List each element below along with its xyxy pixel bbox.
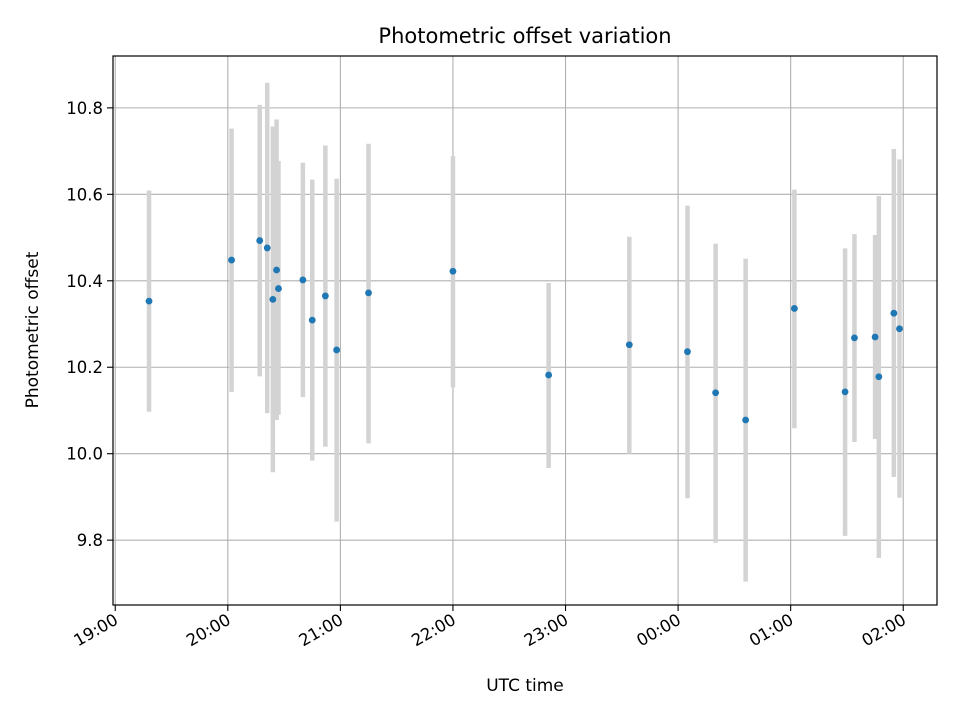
- data-point: [275, 285, 282, 292]
- y-tick-label: 10.4: [66, 272, 103, 291]
- data-point: [742, 416, 750, 424]
- data-point: [145, 297, 153, 305]
- x-tick-label: 01:00: [746, 610, 797, 650]
- x-tick-label: 21:00: [296, 610, 347, 650]
- x-axis-label: UTC time: [486, 676, 564, 696]
- data-point: [712, 389, 720, 397]
- data-point: [273, 266, 280, 274]
- data-point: [321, 292, 329, 300]
- grid: [113, 56, 937, 605]
- data-point: [851, 334, 858, 342]
- chart-title: Photometric offset variation: [378, 24, 671, 48]
- data-point: [841, 388, 849, 396]
- x-tick-label: 22:00: [408, 610, 459, 650]
- data-point: [308, 316, 316, 324]
- x-tick-label: 23:00: [521, 610, 572, 650]
- data-point: [875, 373, 883, 381]
- y-tick-label: 10.6: [66, 185, 103, 204]
- data-point: [333, 346, 341, 354]
- y-axis-label: Photometric offset: [23, 251, 43, 408]
- data-point: [871, 333, 879, 341]
- y-tick-label: 9.8: [77, 531, 103, 550]
- y-tick-label: 10.8: [66, 99, 103, 118]
- data-point: [791, 305, 798, 312]
- x-axis-ticks: 19:00 20:00 21:00 22:00 23:00 00:00 01:00 02:00: [71, 605, 910, 650]
- data-point: [299, 276, 307, 284]
- x-tick-label: 20:00: [183, 610, 234, 650]
- data-point: [545, 371, 553, 379]
- plot-frame: [112, 55, 938, 606]
- x-tick-label: 19:00: [71, 610, 122, 650]
- data-point: [228, 256, 235, 264]
- data-point: [263, 244, 271, 252]
- data-point: [449, 267, 457, 275]
- y-tick-label: 10.2: [66, 358, 103, 377]
- data-points: [145, 237, 903, 424]
- data-point: [684, 348, 691, 356]
- data-point: [365, 289, 372, 297]
- x-tick-label: 02:00: [859, 610, 910, 650]
- error-bars: [146, 82, 902, 582]
- data-point: [896, 325, 903, 333]
- data-point: [890, 309, 898, 317]
- data-point: [256, 237, 264, 244]
- y-tick-label: 10.0: [66, 445, 103, 464]
- data-point: [625, 341, 633, 349]
- y-axis-ticks: 9.8 10.0 10.2 10.4 10.6 10.8: [66, 99, 113, 550]
- x-tick-label: 00:00: [633, 610, 684, 650]
- data-point: [269, 295, 277, 303]
